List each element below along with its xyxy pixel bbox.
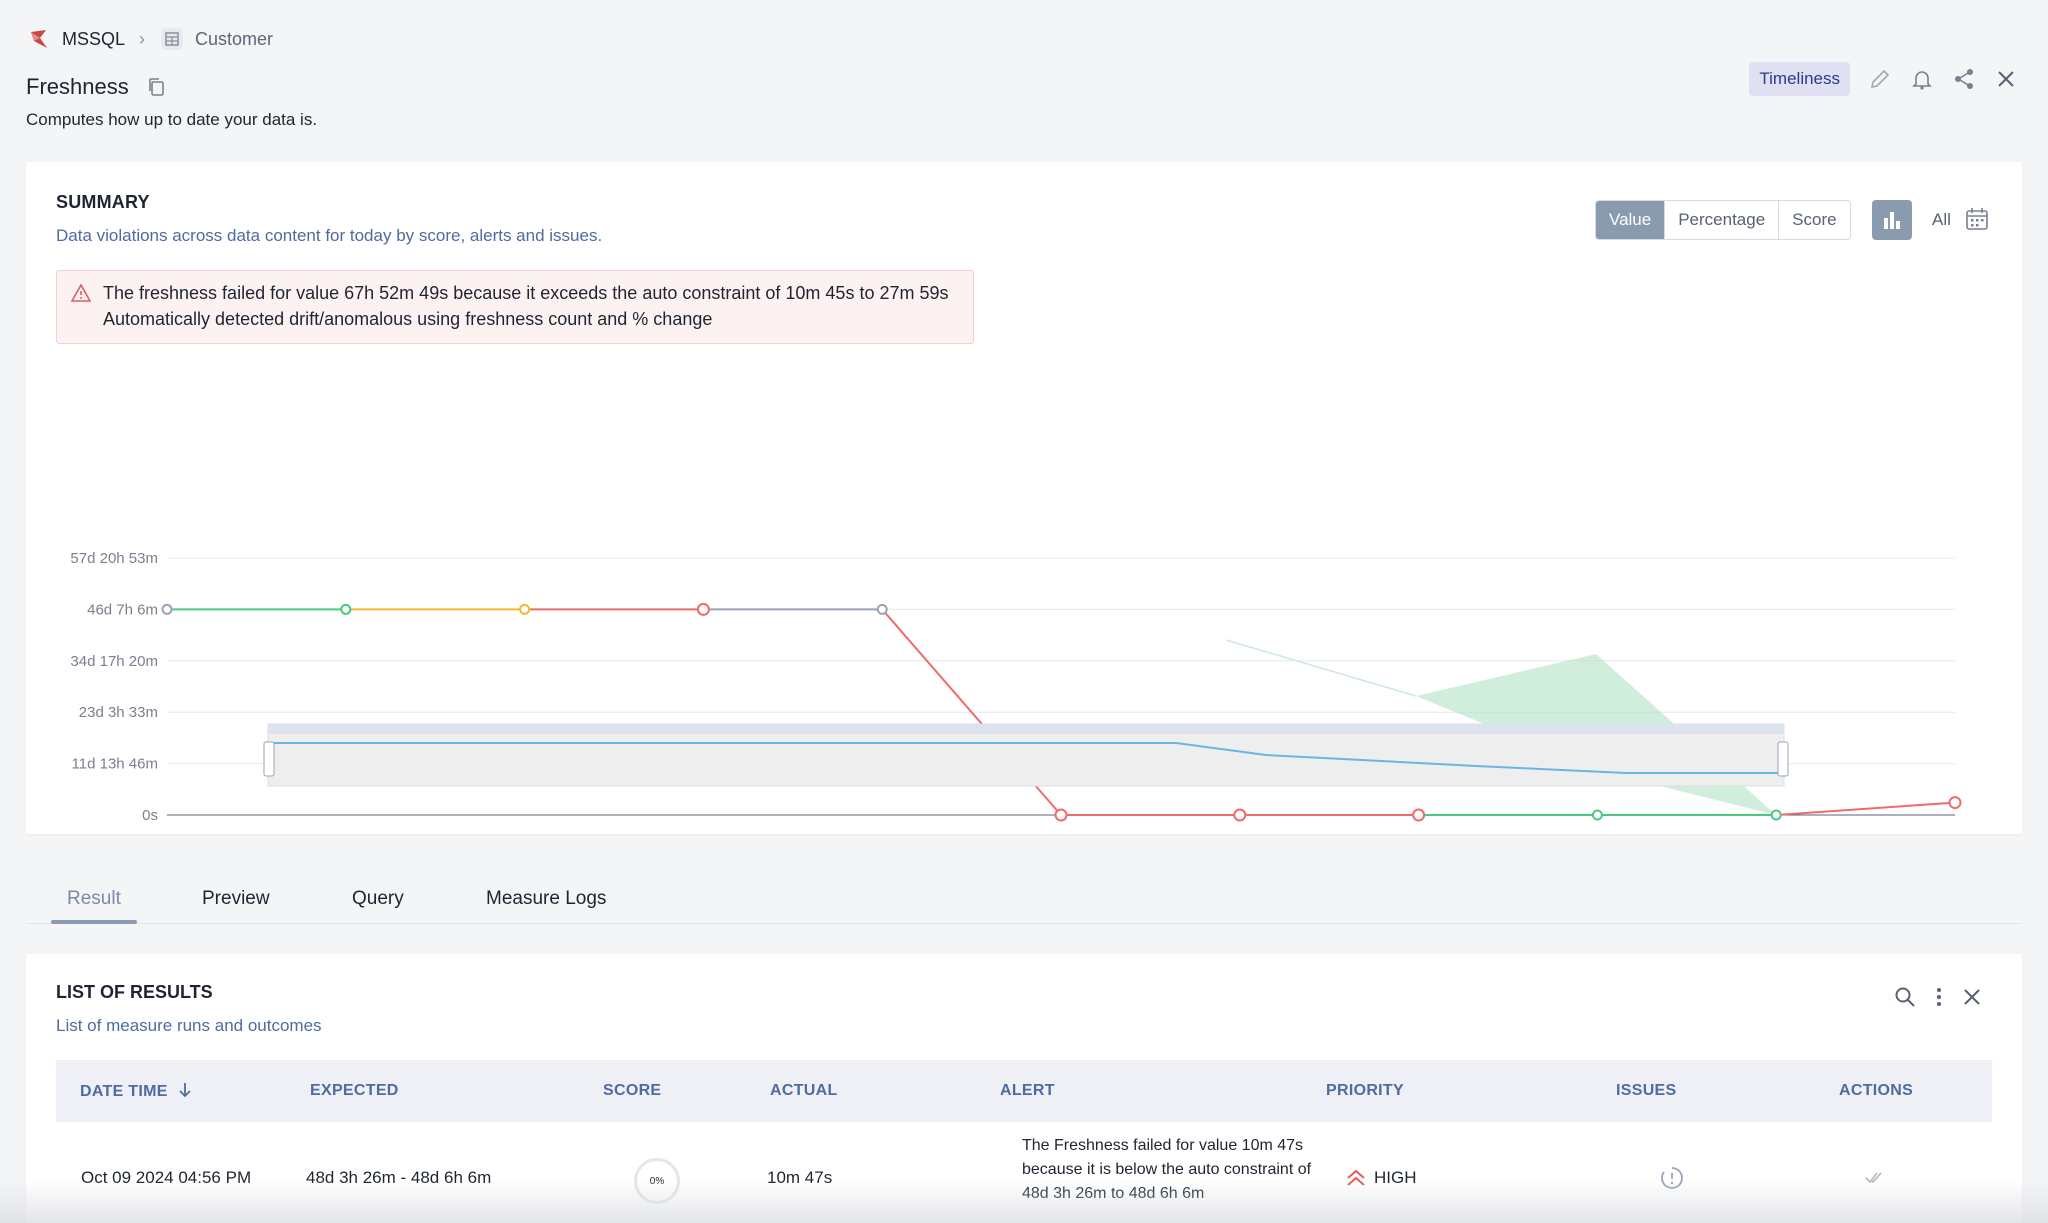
- copy-icon[interactable]: [145, 76, 167, 98]
- active-tab-indicator: [51, 920, 137, 924]
- search-icon[interactable]: [1894, 986, 1916, 1013]
- table-header: DATE TIME EXPECTED SCORE ACTUAL ALERT PR…: [56, 1060, 1992, 1122]
- column-issues: ISSUES: [1616, 1082, 1677, 1099]
- page-title: Freshness: [26, 74, 129, 99]
- y-tick-label: 0s: [142, 807, 158, 822]
- issue-icon[interactable]: [1660, 1166, 1684, 1195]
- view-score-button[interactable]: Score: [1778, 201, 1849, 239]
- breadcrumb-source[interactable]: MSSQL: [62, 28, 126, 49]
- breadcrumb-table[interactable]: Customer: [195, 28, 274, 49]
- breadcrumb: MSSQL › Customer: [26, 26, 273, 52]
- score-ring: 0%: [634, 1158, 680, 1204]
- column-actions: ACTIONS: [1839, 1082, 1914, 1099]
- y-tick-label: 34d 17h 20m: [70, 653, 158, 670]
- freshness-chart: 57d 20h 53m 46d 7h 6m 34d 17h 20m 23d 3h 33…: [70, 550, 1962, 822]
- tab-bar: Result Preview Query Measure Logs: [26, 870, 2022, 924]
- table-icon: [159, 26, 185, 52]
- calendar-icon[interactable]: [1964, 206, 1990, 232]
- cell-actual: 10m 47s: [767, 1168, 833, 1187]
- data-point[interactable]: [1591, 809, 1603, 821]
- page-header: MSSQL › Customer Freshness Computes how …: [0, 0, 2048, 140]
- alert-banner: The freshness failed for value 67h 52m 4…: [56, 270, 974, 344]
- column-expected: EXPECTED: [310, 1082, 399, 1099]
- results-title: LIST OF RESULTS: [56, 982, 213, 1002]
- share-icon[interactable]: [1952, 67, 1976, 91]
- y-tick-label: 23d 3h 33m: [79, 704, 158, 721]
- column-actual: ACTUAL: [770, 1082, 838, 1099]
- view-percentage-button[interactable]: Percentage: [1664, 201, 1778, 239]
- close-icon[interactable]: [1994, 67, 2018, 91]
- cell-datetime: Oct 09 2024 04:56 PM: [81, 1168, 252, 1187]
- column-datetime[interactable]: DATE TIME: [80, 1082, 192, 1101]
- range-label[interactable]: All: [1932, 210, 1951, 229]
- data-point[interactable]: [1770, 809, 1782, 821]
- data-point[interactable]: [1054, 808, 1068, 822]
- summary-subtitle: Data violations across data content for …: [56, 226, 603, 245]
- mssql-logo-icon: [26, 26, 52, 52]
- tab-result[interactable]: Result: [67, 888, 121, 909]
- y-tick-label: 11d 13h 46m: [72, 756, 158, 773]
- data-point[interactable]: [340, 603, 352, 615]
- close-icon[interactable]: [1962, 987, 1982, 1012]
- more-options-icon[interactable]: [1934, 986, 1944, 1013]
- tab-query[interactable]: Query: [352, 888, 404, 909]
- column-priority: PRIORITY: [1326, 1082, 1404, 1099]
- range-handle-left[interactable]: [263, 741, 275, 777]
- warning-icon: [70, 283, 92, 303]
- range-handle-right[interactable]: [1777, 741, 1789, 777]
- range-navigator[interactable]: [263, 723, 1789, 787]
- view-value-button[interactable]: Value: [1596, 201, 1665, 239]
- data-point[interactable]: [1233, 808, 1247, 822]
- data-point[interactable]: [519, 603, 531, 615]
- bar-chart-icon[interactable]: [1872, 200, 1912, 240]
- tab-measure-logs[interactable]: Measure Logs: [486, 888, 607, 909]
- bell-icon[interactable]: [1910, 67, 1934, 91]
- cell-expected: 48d 3h 26m - 48d 6h 6m: [306, 1168, 492, 1187]
- priority-high-icon: [1347, 1169, 1365, 1186]
- column-alert: ALERT: [1000, 1082, 1055, 1099]
- forecast-trend-line: [1225, 639, 1417, 697]
- series-line-segment: [1776, 801, 1956, 816]
- summary-card: SUMMARY Data violations across data cont…: [26, 162, 2022, 834]
- table-row[interactable]: Oct 09 2024 04:56 PM 48d 3h 26m - 48d 6h…: [56, 1122, 1992, 1223]
- cell-alert: The Freshness failed for value 10m 47s b…: [1022, 1137, 1312, 1202]
- alert-message: The freshness failed for value 67h 52m 4…: [103, 283, 949, 303]
- category-badge: Timeliness: [1749, 62, 1850, 96]
- y-tick-label: 46d 7h 6m: [87, 601, 158, 618]
- alert-detail: Automatically detected drift/anomalous u…: [103, 309, 713, 329]
- y-tick-label: 57d 20h 53m: [70, 550, 158, 567]
- column-score: SCORE: [603, 1082, 662, 1099]
- tab-preview[interactable]: Preview: [202, 888, 270, 909]
- view-toggle: Value Percentage Score: [1595, 200, 1851, 240]
- data-point[interactable]: [1412, 808, 1426, 822]
- edit-icon[interactable]: [1868, 67, 1892, 91]
- chevron-right-icon: ›: [139, 28, 146, 49]
- data-point[interactable]: [876, 603, 888, 615]
- page-description: Computes how up to date your data is.: [26, 110, 318, 129]
- sort-down-icon[interactable]: [178, 1082, 192, 1098]
- cell-priority: HIGH: [1346, 1168, 1417, 1188]
- results-subtitle: List of measure runs and outcomes: [56, 1016, 322, 1035]
- data-point[interactable]: [1948, 796, 1962, 810]
- results-card: LIST OF RESULTS List of measure runs and…: [26, 954, 2022, 1223]
- data-point[interactable]: [161, 603, 173, 615]
- data-point[interactable]: [696, 602, 710, 616]
- check-action-icon[interactable]: [1864, 1168, 1884, 1191]
- summary-title: SUMMARY: [56, 192, 150, 212]
